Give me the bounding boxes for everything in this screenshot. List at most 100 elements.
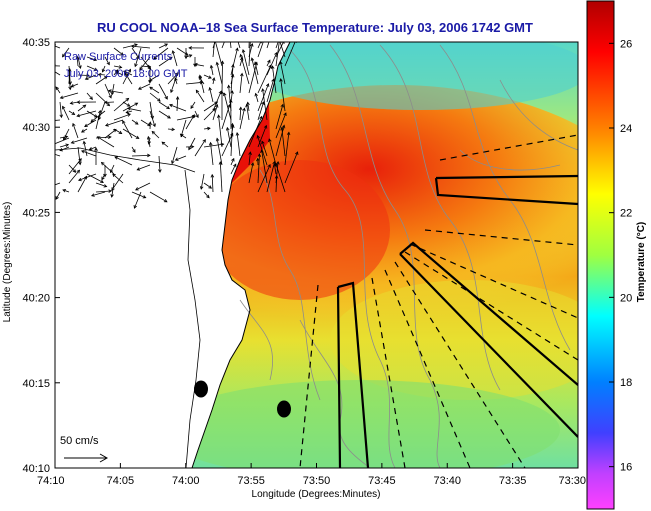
y-tick-label: 40:10 [22, 463, 50, 475]
current-vector-head [68, 86, 72, 91]
current-vector-head [126, 103, 131, 107]
current-vector [95, 110, 101, 130]
current-vector-head [169, 103, 173, 108]
current-vector [203, 101, 218, 112]
current-vector [255, 93, 259, 103]
current-vector-head [229, 38, 232, 41]
current-vector [257, 101, 264, 121]
current-vector-head [263, 124, 268, 129]
current-vector-head [235, 47, 239, 52]
current-vector-head [217, 114, 221, 119]
current-vector [239, 108, 245, 130]
current-vector [257, 42, 264, 58]
current-vector-head [256, 157, 260, 162]
current-vector [81, 128, 88, 133]
current-vector-head [199, 186, 204, 190]
x-axis-ticks: 74:10 74:05 74:00 73:55 73:50 73:45 73:40 73:35… [37, 463, 586, 487]
currents-time: July 03, 2006 18:00 GMT [64, 68, 188, 80]
surface-current-vectors [55, 30, 299, 209]
current-vector-head [271, 65, 275, 70]
bay-shoreline [55, 147, 196, 173]
current-vector [153, 47, 169, 60]
current-vector-head [134, 102, 139, 106]
current-vector-head [62, 105, 66, 110]
current-vector-head [224, 37, 227, 40]
current-vector-head [208, 86, 212, 91]
current-vector [194, 110, 199, 118]
current-vector [123, 70, 133, 76]
current-vector [280, 78, 286, 112]
current-vector [190, 101, 196, 109]
current-vector-head [250, 42, 254, 47]
current-vector [59, 146, 70, 151]
current-vector-head [80, 129, 85, 133]
current-vector [105, 119, 124, 126]
current-vector-head [101, 68, 106, 73]
colorbar-tick-label: 24 [620, 123, 632, 135]
x-tick-label: 73:35 [499, 475, 527, 487]
current-vector [101, 162, 115, 175]
current-vector [131, 191, 146, 199]
current-vector-head [118, 65, 123, 69]
current-vector [77, 74, 90, 76]
current-vector [212, 77, 215, 85]
current-vector [90, 110, 106, 123]
current-vector-head [152, 123, 156, 128]
current-vector [239, 73, 243, 94]
current-vector [275, 42, 279, 49]
current-vector [149, 101, 154, 119]
current-vector-head [278, 36, 281, 39]
current-vector [151, 131, 160, 139]
current-vector [203, 182, 212, 189]
current-vector-head [108, 189, 113, 193]
current-vector-head [188, 46, 192, 50]
current-vector-head [234, 30, 237, 33]
current-vector [275, 175, 278, 193]
current-vector-head [76, 100, 81, 104]
current-vector-head [276, 160, 280, 165]
current-vector [248, 116, 263, 148]
current-vector-head [135, 187, 139, 191]
current-vector-head [170, 89, 174, 94]
current-vector [122, 102, 138, 112]
current-vector [203, 127, 211, 130]
current-vector-head [254, 92, 258, 97]
current-vector [71, 83, 79, 87]
current-vector-head [263, 36, 266, 39]
current-vector-head [267, 164, 271, 168]
current-vector [68, 170, 80, 184]
current-vector-head [240, 72, 244, 77]
current-vector-head [90, 118, 95, 123]
x-tick-label: 74:00 [172, 475, 200, 487]
current-vector-head [134, 63, 138, 68]
current-vector-head [190, 105, 194, 109]
y-tick-label: 40:25 [22, 207, 50, 219]
x-tick-label: 73:45 [368, 475, 396, 487]
current-vector-head [81, 150, 85, 154]
current-vector [104, 56, 110, 65]
current-vector [147, 136, 151, 148]
current-vector [111, 83, 115, 95]
current-vector [104, 83, 112, 99]
current-vector [124, 72, 133, 85]
current-vector [239, 107, 242, 121]
current-vector [195, 89, 205, 103]
current-vector-head [62, 189, 67, 193]
current-vector-head [151, 130, 156, 135]
x-tick-label: 73:55 [237, 475, 265, 487]
current-vector-head [179, 133, 184, 138]
current-vector [158, 155, 161, 173]
current-vector-head [84, 123, 88, 128]
current-vector-head [146, 135, 151, 140]
current-vector [55, 153, 61, 157]
current-vector [55, 71, 61, 76]
current-vector [86, 92, 93, 100]
current-vector [261, 149, 268, 184]
current-vector-head [82, 140, 87, 145]
current-vector [84, 119, 97, 127]
current-vector [158, 110, 171, 119]
vector-scale-arrow [64, 453, 109, 463]
current-vector [89, 146, 97, 150]
current-vector [272, 66, 277, 94]
current-vector-head [230, 90, 234, 94]
